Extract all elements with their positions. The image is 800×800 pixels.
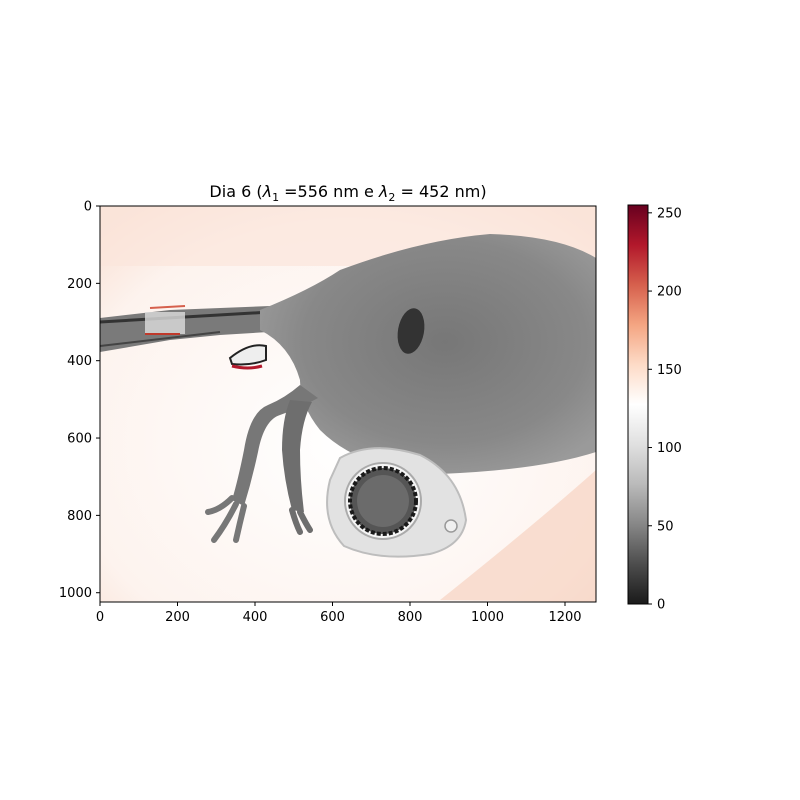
lambda-2-subscript: 2 [388,191,395,204]
y-axis: 0 200 400 600 800 1000 [59,200,100,601]
tube-edge-bottom [100,331,221,347]
lambda-1-subscript: 1 [272,191,279,204]
colorbar-tick-label: 200 [657,285,682,300]
colorbar-tick-label: 150 [657,363,682,378]
image-panel [100,206,596,602]
colorbar-tick-label: 250 [657,206,682,221]
y-tick-label: 800 [67,509,92,524]
x-tick-label: 800 [398,610,423,625]
title-prefix: Dia 6 ( [209,182,262,201]
small-object [228,344,267,366]
y-tick-label: 600 [67,432,92,447]
x-tick-label: 0 [96,610,104,625]
y-tick-label: 0 [84,200,92,215]
x-tick-label: 1200 [548,610,581,625]
x-tick-label: 200 [165,610,190,625]
lambda-1-symbol: λ [262,182,272,201]
colorbar-axis: 0 50 100 150 200 250 [648,206,682,613]
larva-eye [397,308,425,354]
y-tick-label: 1000 [59,586,92,601]
larva-foot-right [289,507,313,535]
image-frame [99,205,597,603]
tube-red-edge-top [149,305,186,309]
larva-leg-left [232,385,318,506]
y-tick-label: 200 [67,277,92,292]
tube-highlight [145,312,185,334]
lambda-2-symbol: λ [378,182,388,201]
x-tick-label: 400 [243,610,268,625]
colorbar-tick-label: 0 [657,598,665,613]
x-tick-label: 1000 [471,610,504,625]
title-mid-2: = 452 nm) [395,182,486,201]
egg-core [357,475,409,527]
x-tick-label: 600 [320,610,345,625]
x-axis: 0 200 400 600 800 1000 1200 [96,602,582,625]
egg-bubble [444,519,458,533]
background-warm-corner [440,470,596,602]
y-tick-label: 400 [67,354,92,369]
colorbar-tick-label: 100 [657,441,682,456]
colorbar [628,205,648,604]
larva-foot-left [205,495,247,543]
colorbar-frame [627,204,649,605]
larva-body [260,234,596,474]
small-object-red-edge [231,364,263,370]
colorbar-tick-label: 50 [657,519,674,534]
larva-leg-right [282,400,312,512]
figure-title: Dia 6 (λ1 =556 nm e λ2 = 452 nm) [209,182,486,204]
title-mid-1: =556 nm e [279,182,379,201]
